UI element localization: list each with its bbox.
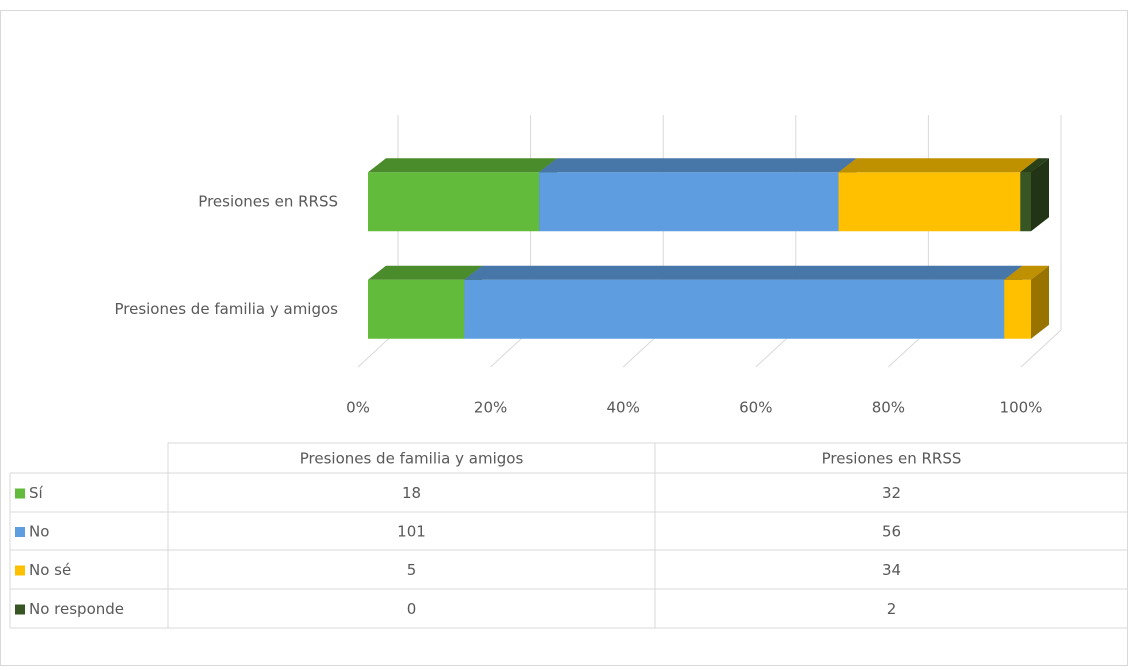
bar-segment [539, 172, 839, 232]
bar-segment-side [1031, 158, 1049, 232]
legend-key [15, 604, 25, 615]
x-tick-label: 20% [474, 399, 507, 417]
table-cell: 32 [882, 484, 901, 502]
bar-segment-top [1020, 158, 1049, 173]
table-header: Presiones en RRSS [822, 450, 962, 468]
bar-segment-side [1031, 265, 1049, 339]
bar-segment-top [368, 265, 483, 280]
legend-label: No sé [29, 561, 71, 579]
bar-segment-top [1004, 265, 1049, 280]
table-cell: 5 [407, 561, 417, 579]
x-tick-label: 100% [1000, 399, 1043, 417]
legend-key [15, 488, 25, 499]
table-cell: 101 [397, 523, 426, 541]
legend-label: No [29, 523, 49, 541]
x-tick-label: 0% [346, 399, 370, 417]
table-header: Presiones de familia y amigos [300, 450, 524, 468]
bar-segment-top [368, 158, 558, 173]
legend-label: No responde [29, 600, 124, 618]
x-tick-label: 40% [607, 399, 640, 417]
bar-segment-top [838, 158, 1039, 173]
y-tick-label: Presiones en RRSS [198, 192, 338, 210]
table-cell: 18 [402, 484, 421, 502]
bar-segment [838, 172, 1021, 232]
grid-floor-line [1020, 329, 1062, 368]
legend-key [15, 565, 25, 576]
table-cell: 56 [882, 523, 901, 541]
bar-segment [368, 279, 465, 339]
table-cell: 34 [882, 561, 901, 579]
bar-segment-top [539, 158, 857, 173]
legend-label: Sí [29, 484, 44, 502]
table-cell: 0 [407, 600, 417, 618]
bar-segment [464, 279, 1005, 339]
bar-segment-top [464, 265, 1023, 280]
bar-segment [368, 172, 540, 232]
bar-segment [1004, 279, 1031, 339]
legend-key [15, 527, 25, 537]
bar-segment [1020, 172, 1031, 232]
x-tick-label: 60% [739, 399, 772, 417]
table-cell: 2 [887, 600, 897, 618]
y-tick-label: Presiones de familia y amigos [114, 300, 338, 318]
x-tick-label: 80% [872, 399, 905, 417]
